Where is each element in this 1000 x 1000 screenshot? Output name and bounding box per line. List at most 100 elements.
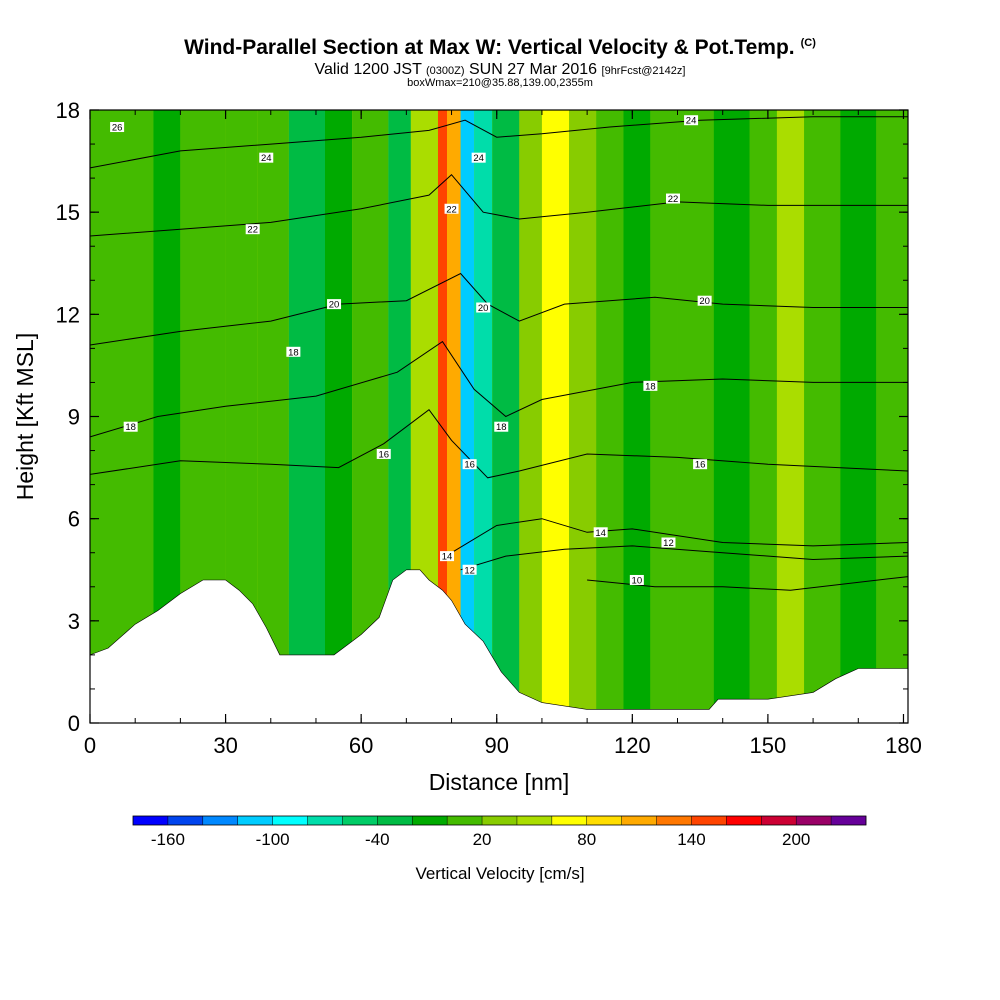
contour-label-box <box>327 299 342 310</box>
colorbar-swatch <box>412 816 448 825</box>
theta-contour <box>89 340 908 438</box>
colorbar-label: 200 <box>782 830 810 849</box>
x-tick-label: 0 <box>84 733 96 758</box>
colorbar-swatch <box>691 816 727 825</box>
theta-contour <box>460 545 909 571</box>
w-band <box>650 110 678 723</box>
colorbar-swatch <box>516 816 553 825</box>
colorbar: -160 -100 -40 20 80 140 200 <box>132 815 867 849</box>
contour-label: 16 <box>378 449 389 460</box>
contour-label: 16 <box>695 460 706 471</box>
colorbar-swatch <box>202 816 239 825</box>
x-tick-label: 60 <box>349 733 373 758</box>
colorbar-label: -160 <box>151 830 185 849</box>
w-band <box>569 110 597 723</box>
contour-label: 24 <box>261 153 272 164</box>
plot-axes: 0 30 60 90 120 150 180 0 3 6 9 12 15 18 Distance [nm] H… <box>12 98 922 795</box>
contour-label: 20 <box>329 300 340 311</box>
colorbar-swatch <box>342 816 378 825</box>
contour-label: 18 <box>496 422 507 433</box>
colorbar-swatch <box>656 816 692 825</box>
colorbar-swatch <box>586 816 622 825</box>
x-tick-label: 90 <box>484 733 508 758</box>
contour-label: 22 <box>247 225 258 236</box>
contour-label-box <box>476 302 491 313</box>
w-band <box>325 110 353 723</box>
y-tick-label: 9 <box>68 405 80 430</box>
contour-label-box <box>462 459 477 470</box>
w-band <box>677 110 714 723</box>
colorbar-label: 20 <box>473 830 492 849</box>
contour-label: 22 <box>446 204 457 215</box>
x-axis-label: Distance [nm] <box>429 769 570 795</box>
terrain-mask <box>89 569 909 724</box>
colorbar-swatch <box>796 816 832 825</box>
contour-label-box <box>376 448 391 459</box>
w-band <box>804 110 841 723</box>
w-band <box>623 110 651 723</box>
colorbar-swatch <box>621 816 657 825</box>
contour-label-box <box>110 122 125 133</box>
contour-label-box <box>444 203 459 214</box>
contour-label-box <box>259 152 274 163</box>
terrain <box>89 569 909 724</box>
valid-prefix: Valid 1200 JST <box>314 61 422 78</box>
colorbar-swatch <box>482 816 518 825</box>
w-band <box>541 110 570 723</box>
theta-contour <box>89 116 908 169</box>
contour-label: 10 <box>632 575 643 586</box>
chart-title: Wind-Parallel Section at Max W: Vertical… <box>0 36 1000 60</box>
contour-label-box <box>286 346 301 357</box>
colorbar-swatch <box>447 816 483 825</box>
contour-label-box <box>123 421 138 432</box>
contour-label-box <box>693 459 708 470</box>
y-tick-label: 15 <box>56 200 80 225</box>
theta-contour <box>89 408 909 479</box>
w-band <box>288 110 326 723</box>
forecast-info: [9hrFcst@2142z] <box>601 65 686 77</box>
y-tick-label: 0 <box>68 711 80 736</box>
contour-label: 18 <box>645 381 656 392</box>
colorbar-frame <box>132 815 867 826</box>
contour-label: 12 <box>464 565 475 576</box>
copyright-mark: (C) <box>800 37 816 49</box>
contour-label-box <box>643 380 658 391</box>
x-tick-label: 30 <box>213 733 237 758</box>
box-info: boxWmax=210@35.88,139.00,2355m <box>407 77 593 89</box>
colorbar-title: Vertical Velocity [cm/s] <box>415 864 585 883</box>
colorbar-swatch <box>133 816 169 825</box>
contour-label: 16 <box>464 460 475 471</box>
contour-label: 20 <box>699 296 710 307</box>
w-band <box>474 110 493 723</box>
contour-label: 22 <box>668 194 679 205</box>
w-band <box>840 110 877 723</box>
valid-date: SUN 27 Mar 2016 <box>469 61 598 78</box>
y-tick-label: 12 <box>56 302 80 327</box>
contour-label-box <box>494 421 509 432</box>
contour-label: 14 <box>442 552 453 563</box>
w-band <box>776 110 805 723</box>
colorbar-label: 140 <box>677 830 705 849</box>
w-band <box>437 110 448 723</box>
contour-label: 18 <box>125 422 136 433</box>
contour-label: 20 <box>478 303 489 314</box>
contour-label: 24 <box>473 153 484 164</box>
colorbar-swatch <box>272 816 308 825</box>
theta-contour <box>451 518 909 554</box>
colorbar-swatch <box>726 816 762 825</box>
w-band <box>447 110 461 723</box>
y-tick-label: 3 <box>68 609 80 634</box>
contour-label: 18 <box>288 347 299 358</box>
x-tick-label: 120 <box>614 733 651 758</box>
contour-label-box <box>697 295 712 306</box>
valid-utc: (0300Z) <box>426 65 465 77</box>
w-band <box>519 110 542 723</box>
y-tick-label: 18 <box>56 98 80 123</box>
contour-labels: 26 24 24 24 22 22 22 20 20 20 18 18 18 18 16 16 16 14 14 12… <box>110 115 712 586</box>
colorbar-swatch <box>831 816 867 825</box>
colorbar-label: -100 <box>256 830 290 849</box>
x-tick-label: 180 <box>885 733 922 758</box>
contour-label-box <box>661 537 676 548</box>
contour-label-box <box>245 224 260 235</box>
